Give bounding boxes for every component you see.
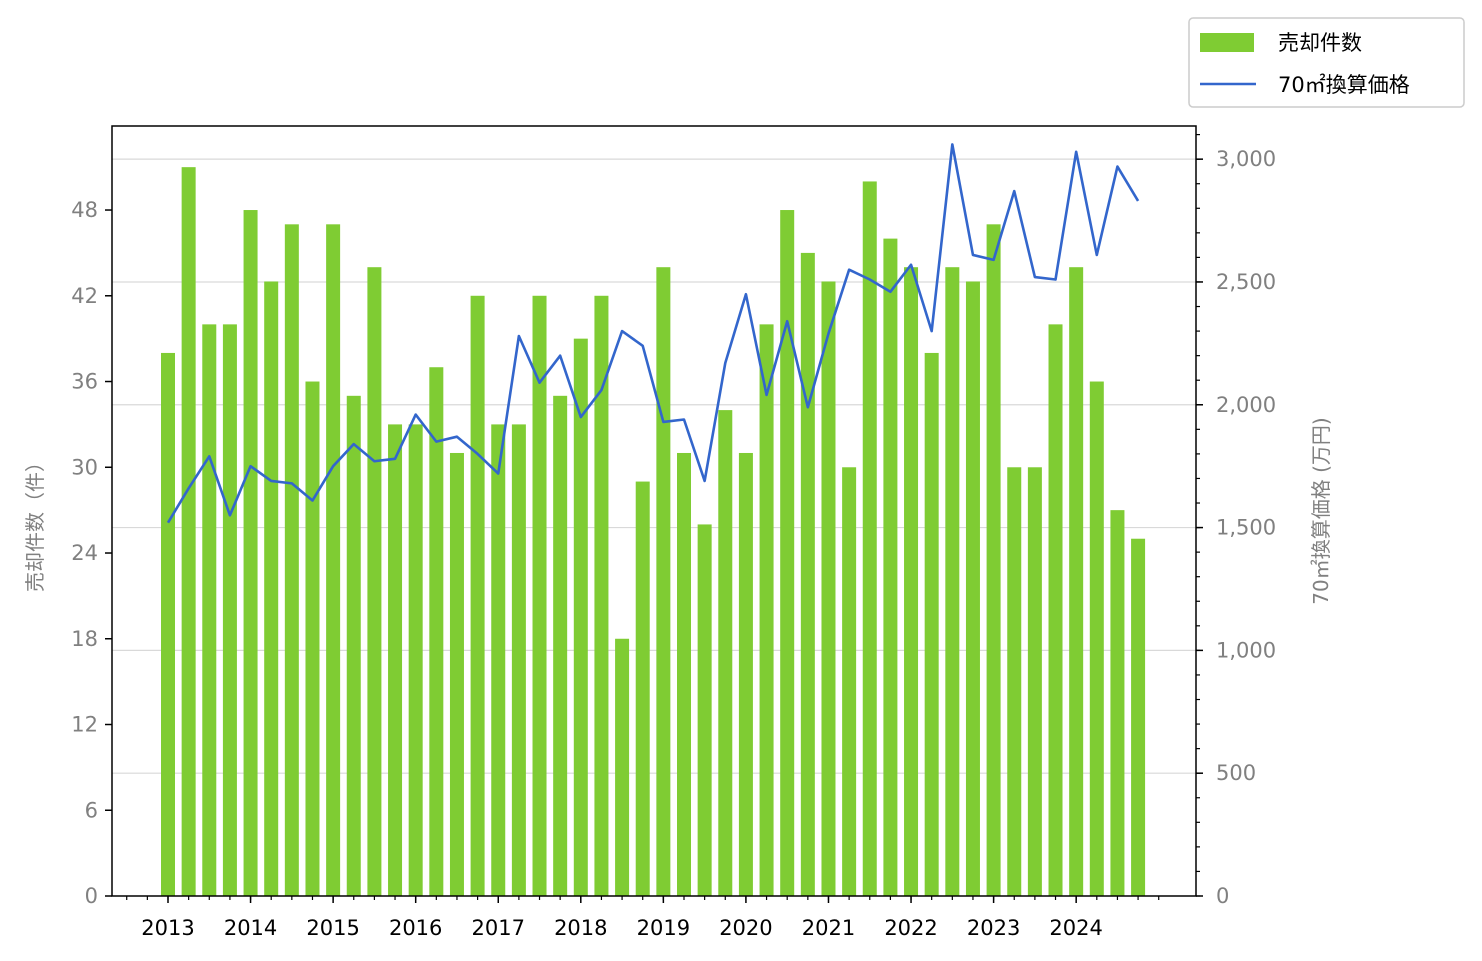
x-axis-ticks: 2013 2014 2015 2016 2017 2018 2019 2020 2021 2022… [126, 896, 1160, 940]
right-axis-title: 70㎡換算価格 (万円) [1309, 417, 1333, 604]
bar [1027, 467, 1042, 896]
bar [904, 267, 919, 896]
left-axis-ticks: 0 6 12 18 24 30 36 42 48 [71, 198, 112, 908]
bar [553, 395, 568, 896]
bar [656, 267, 671, 896]
bar [222, 324, 237, 896]
left-tick-label: 12 [71, 713, 98, 737]
bar [573, 338, 588, 896]
right-tick-label: 1,000 [1216, 638, 1276, 662]
bar [945, 267, 960, 896]
bar [284, 224, 299, 896]
left-tick-label: 48 [71, 198, 98, 222]
bar [1069, 267, 1084, 896]
bar [697, 524, 712, 896]
bar [759, 324, 774, 896]
bar [511, 424, 526, 896]
bar [1131, 538, 1146, 896]
bar [800, 252, 815, 896]
bar [532, 295, 547, 896]
bar [738, 452, 753, 896]
legend-box [1188, 17, 1465, 108]
right-tick-label: 2,500 [1216, 270, 1276, 294]
bar [388, 424, 403, 896]
bar [326, 224, 341, 896]
legend-label-line: 70㎡換算価格 [1278, 73, 1410, 97]
x-tick-label: 2014 [224, 916, 277, 940]
x-tick-label: 2024 [1049, 916, 1102, 940]
bar-series [161, 167, 1146, 896]
left-tick-label: 36 [71, 370, 98, 394]
left-tick-label: 42 [71, 284, 98, 308]
x-tick-label: 2022 [884, 916, 937, 940]
x-tick-label: 2015 [306, 916, 359, 940]
bar [986, 224, 1001, 896]
bar [842, 467, 857, 896]
bar [243, 210, 258, 896]
bar [677, 452, 691, 896]
bar [1089, 381, 1104, 896]
bar [367, 267, 382, 896]
left-tick-label: 24 [71, 541, 98, 565]
bar [346, 395, 361, 896]
bar [1007, 467, 1022, 896]
x-tick-label: 2013 [141, 916, 194, 940]
right-axis-ticks: 0 500 1,000 1,500 2,000 2,500 3,000 [1196, 133, 1276, 908]
bar [202, 324, 217, 896]
left-tick-label: 30 [71, 455, 98, 479]
bar [924, 352, 939, 896]
plot-frame [111, 125, 1197, 897]
bar [181, 167, 196, 896]
right-tick-label: 1,500 [1216, 516, 1276, 540]
x-tick-label: 2020 [719, 916, 772, 940]
price-line-series [166, 143, 1140, 524]
legend-swatch-bar [1200, 33, 1254, 52]
bar [635, 481, 650, 896]
bar [821, 281, 836, 896]
left-tick-label: 6 [85, 798, 98, 822]
right-tick-label: 2,000 [1216, 393, 1276, 417]
x-tick-label: 2021 [802, 916, 855, 940]
bar [615, 638, 630, 896]
x-tick-label: 2016 [389, 916, 442, 940]
bar [429, 367, 444, 896]
left-tick-label: 0 [85, 884, 98, 908]
x-tick-label: 2023 [967, 916, 1020, 940]
legend: 売却件数 70㎡換算価格 [1188, 17, 1465, 108]
bar [718, 410, 733, 896]
bar [470, 295, 485, 896]
x-tick-label: 2019 [637, 916, 690, 940]
bar [862, 181, 877, 896]
left-axis-title: 売却件数（件） [23, 452, 47, 592]
bar [780, 210, 795, 896]
bar [965, 281, 980, 896]
right-tick-label: 3,000 [1216, 147, 1276, 171]
bar [1048, 324, 1063, 896]
x-tick-label: 2017 [472, 916, 525, 940]
bar [305, 381, 320, 896]
right-tick-label: 500 [1216, 761, 1256, 785]
bar [594, 295, 609, 896]
bar [408, 424, 423, 896]
right-tick-label: 0 [1216, 884, 1229, 908]
x-tick-label: 2018 [554, 916, 607, 940]
bar [1110, 510, 1125, 896]
left-tick-label: 18 [71, 627, 98, 651]
bar [161, 352, 175, 896]
bar [883, 238, 898, 896]
legend-label-bar: 売却件数 [1278, 31, 1362, 55]
bar [491, 424, 506, 896]
bar [449, 452, 464, 896]
bar [264, 281, 279, 896]
